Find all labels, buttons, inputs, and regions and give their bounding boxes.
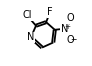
Text: N: N: [27, 32, 35, 42]
Text: Cl: Cl: [23, 10, 32, 20]
Text: O: O: [67, 13, 75, 23]
Text: −: −: [70, 35, 77, 44]
Text: O: O: [67, 35, 75, 45]
Text: F: F: [47, 7, 53, 17]
Text: +: +: [64, 24, 70, 30]
Text: N: N: [61, 24, 68, 34]
